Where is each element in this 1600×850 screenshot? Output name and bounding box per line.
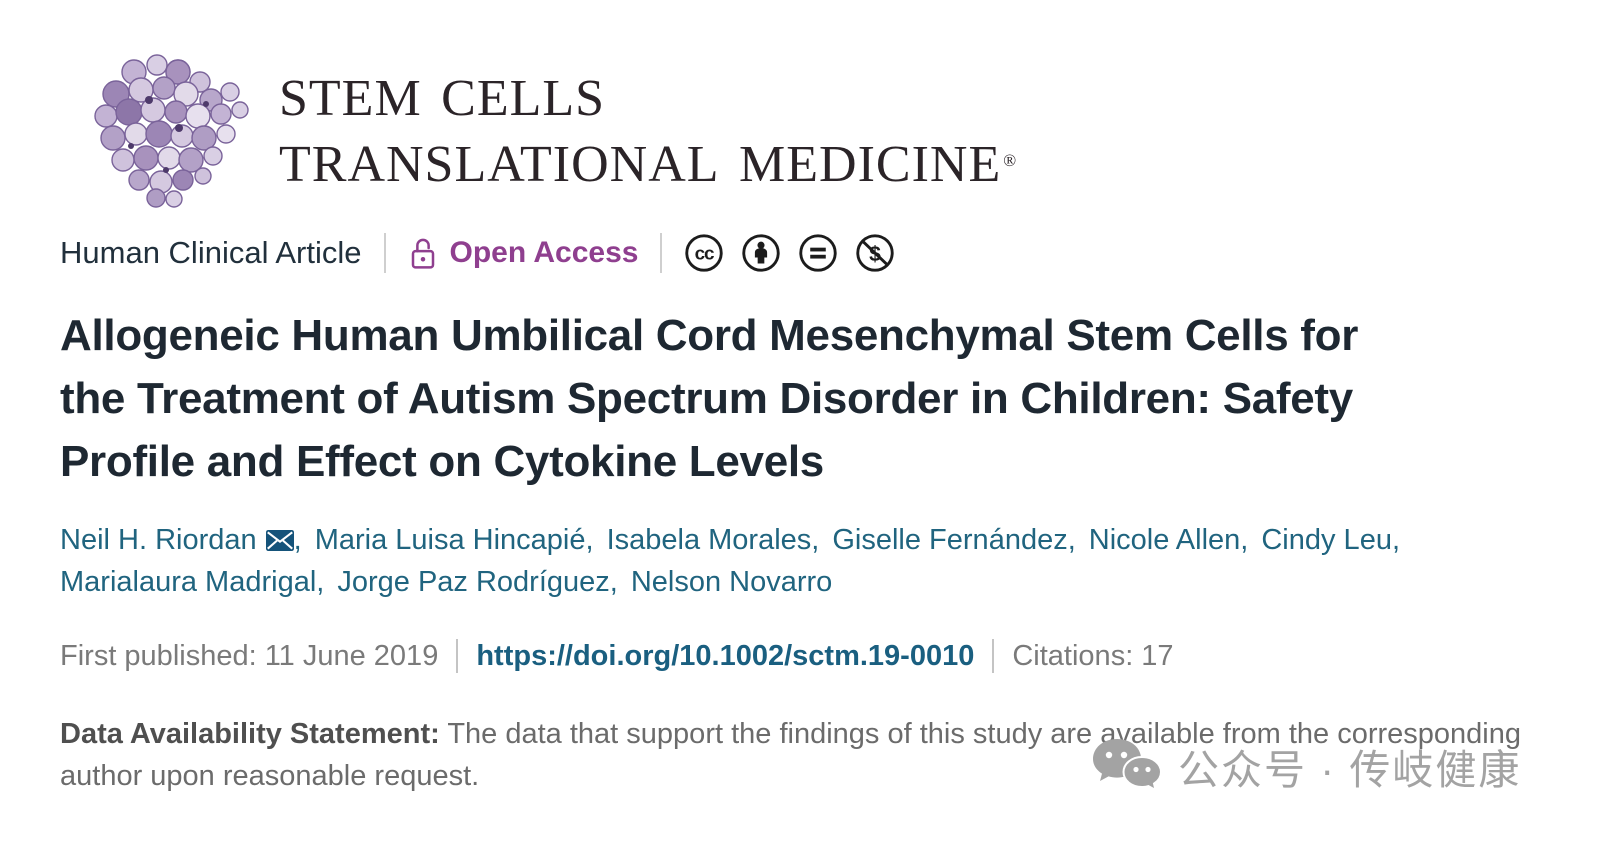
author-name[interactable]: Giselle Fernández [832,524,1068,556]
author-link[interactable]: Giselle Fernández, [832,519,1075,561]
journal-name: Stem Cells Translational Medicine ® [279,50,1018,198]
article-meta-bar: Human Clinical Article Open Access [60,230,1540,276]
lock-icon [408,236,438,270]
open-access-label: Open Access [449,236,639,269]
article-title-line: Profile and Effect on Cytokine Levels [60,437,824,486]
author-separator: , [1067,524,1076,556]
registered-mark: ® [1003,151,1018,170]
author-separator: , [609,566,618,598]
stem-cell-cluster-image [60,40,265,208]
author-name[interactable]: Nicole Allen [1088,524,1241,556]
data-availability-statement: Data Availability Statement: The data th… [60,713,1540,797]
author-separator: , [316,566,325,598]
divider [660,233,663,273]
author-list: Neil H. Riordan , Maria Luisa Hincapié, … [60,519,1550,603]
article-title: Allogeneic Human Umbilical Cord Mesenchy… [60,304,1550,493]
divider [383,233,386,273]
author-link[interactable]: Jorge Paz Rodríguez, [337,561,618,603]
author-link[interactable]: Marialaura Madrigal, [60,561,324,603]
publication-info-row: First published: 11 June 2019 https://do… [60,635,1540,677]
open-access-badge: Open Access [408,236,639,270]
wechat-watermark: 公众号 · 传岐健康 [1090,736,1521,796]
author-separator: , [1391,524,1401,556]
author-link[interactable]: Neil H. Riordan , [60,519,302,561]
wechat-icon [1090,737,1162,795]
journal-name-line1: Stem Cells [279,50,606,132]
article-title-line: Allogeneic Human Umbilical Cord Mesenchy… [60,311,1359,360]
author-separator: , [1240,524,1249,556]
author-link[interactable]: Nelson Novarro [631,561,832,603]
cc-license-icons: cc [684,233,895,273]
author-name[interactable]: Nelson Novarro [630,566,833,598]
author-link[interactable]: Nicole Allen, [1089,519,1249,561]
author-name[interactable]: Marialaura Madrigal [60,566,317,598]
nc-dollar-icon: $ [855,233,895,273]
journal-logo: Stem Cells Translational Medicine ® [60,40,1540,208]
author-name[interactable]: Neil H. Riordan [60,524,257,556]
author-separator: , [293,524,302,556]
author-link[interactable]: Isabela Morales, [607,519,820,561]
watermark-text: 公众号 · 传岐健康 [1178,747,1522,793]
article-title-line: the Treatment of Autism Spectrum Disorde… [60,374,1353,423]
divider [456,639,459,673]
data-availability-text: The data that support the findings of th… [60,718,1521,792]
author-name[interactable]: Maria Luisa Hincapié [314,524,586,556]
author-name[interactable]: Cindy Leu [1261,524,1392,556]
svg-text:cc: cc [695,244,714,265]
author-separator: , [811,524,820,556]
divider [992,639,995,673]
article-type-label: Human Clinical Article [60,235,362,270]
cc-icon: cc [684,233,724,273]
citations-count: Citations: 17 [1012,639,1174,672]
author-name[interactable]: Isabela Morales [606,524,812,556]
envelope-icon[interactable] [265,529,294,551]
author-link[interactable]: Maria Luisa Hincapié, [315,519,594,561]
author-name[interactable]: Jorge Paz Rodríguez [337,566,610,598]
by-person-icon [741,233,781,273]
data-availability-label: Data Availability Statement: [60,718,440,750]
author-link[interactable]: Cindy Leu, [1261,519,1400,561]
journal-name-line2: Translational Medicine ® [279,116,1018,198]
nd-equals-icon [798,233,838,273]
doi-link[interactable]: https://doi.org/10.1002/sctm.19-0010 [476,639,975,672]
first-published-label: First published: 11 June 2019 [60,639,439,672]
author-separator: , [585,524,594,556]
